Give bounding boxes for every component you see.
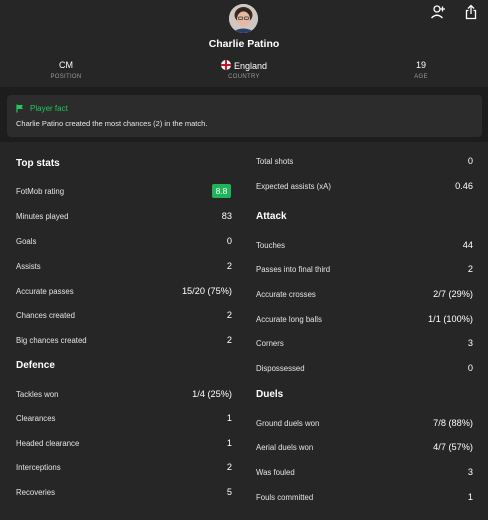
stat-label: Tackles won <box>16 390 59 399</box>
stat-value: 83 <box>221 211 232 221</box>
stat-value: 7/8 (88%) <box>433 418 473 428</box>
stat-label: Accurate crosses <box>256 290 316 299</box>
stat-value: 44 <box>462 240 473 250</box>
age-label: AGE <box>414 74 428 80</box>
stat-label: Chances created <box>16 311 75 320</box>
stat-label: Total shots <box>256 157 294 166</box>
stat-value: 2 <box>226 261 232 271</box>
country-name: England <box>233 61 268 71</box>
player-name: Charlie Patino <box>208 38 280 50</box>
stat-label: Ground duels won <box>256 419 320 428</box>
stat-value: 2 <box>467 264 473 274</box>
stat-value: 2 <box>226 335 232 345</box>
player-fact-card <box>7 95 482 137</box>
player-fact-text: Charlie Patino created the most chances … <box>16 119 208 128</box>
stat-value: 2/7 (29%) <box>433 289 473 299</box>
stat-value: 5 <box>226 487 232 497</box>
share-icon[interactable] <box>463 4 479 20</box>
position-label: POSITION <box>50 74 82 80</box>
stat-value: 0 <box>467 363 473 373</box>
section-title-attack: Attack <box>256 211 287 222</box>
stats-panel <box>0 142 488 520</box>
stat-value: 2 <box>226 462 232 472</box>
position-value: CM <box>59 60 73 70</box>
stat-value: 0.46 <box>455 181 473 191</box>
section-title-top-stats: Top stats <box>16 158 60 169</box>
stat-label: Fouls committed <box>256 493 314 502</box>
stat-value: 2 <box>226 310 232 320</box>
country-label: COUNTRY <box>228 74 260 80</box>
stat-label: Interceptions <box>16 463 61 472</box>
stat-label: Recoveries <box>16 488 55 497</box>
player-avatar <box>229 4 258 33</box>
stat-label: Expected assists (xA) <box>256 182 331 191</box>
stat-value: 3 <box>467 338 473 348</box>
stat-value: 4/7 (57%) <box>433 442 473 452</box>
stat-label: Accurate passes <box>16 287 74 296</box>
stat-value: 1 <box>226 438 232 448</box>
stat-label: Minutes played <box>16 212 69 221</box>
age-value: 19 <box>415 60 427 70</box>
country-value: England <box>220 60 268 71</box>
stat-label: Assists <box>16 262 41 271</box>
stat-label: Touches <box>256 241 286 250</box>
person-add-icon[interactable] <box>430 4 446 20</box>
rating-badge: 8.8 <box>212 184 231 198</box>
flag-icon <box>16 104 23 113</box>
section-title-duels: Duels <box>256 389 284 400</box>
stat-value: 1 <box>467 492 473 502</box>
stat-value: 0 <box>467 156 473 166</box>
stat-label: Corners <box>256 339 284 348</box>
stat-label: FotMob rating <box>16 187 65 196</box>
stat-label: Goals <box>16 237 37 246</box>
stat-value: 3 <box>467 467 473 477</box>
england-flag-icon <box>220 60 231 70</box>
stat-value: 1/1 (100%) <box>428 314 473 324</box>
player-fact-title: Player fact <box>30 104 68 113</box>
stat-label: Accurate long balls <box>256 315 322 324</box>
stat-value: 1/4 (25%) <box>192 389 232 399</box>
stat-value: 15/20 (75%) <box>181 286 232 296</box>
stat-label: Aerial duels won <box>256 443 314 452</box>
stat-value: 0 <box>226 236 232 246</box>
stat-label: Big chances created <box>16 336 87 345</box>
stat-label: Passes into final third <box>256 265 331 274</box>
stat-label: Clearances <box>16 414 56 423</box>
stat-label: Dispossessed <box>256 364 305 373</box>
stat-label: Was fouled <box>256 468 295 477</box>
player-header: Charlie Patino CM POSITION England COUNT… <box>0 0 488 87</box>
section-title-defence: Defence <box>16 360 55 371</box>
stat-value: 1 <box>226 413 232 423</box>
stat-label: Headed clearance <box>16 439 80 448</box>
